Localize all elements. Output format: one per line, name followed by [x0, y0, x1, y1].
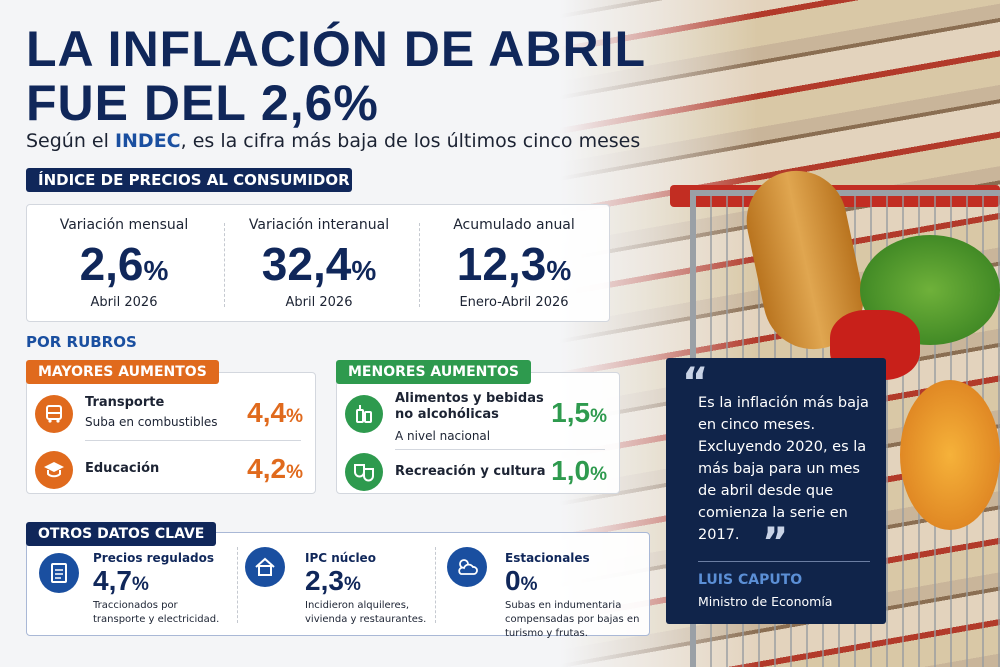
item-note: Incidieron alquileres, vivienda y restau…: [305, 600, 427, 625]
item-name: Alimentos y bebidas no alcohólicas: [395, 391, 544, 422]
unit: %: [131, 574, 149, 595]
item-note: A nivel nacional: [395, 429, 491, 443]
unit: %: [520, 574, 538, 595]
quote-text: Es la inflación más baja en cinco meses.…: [698, 395, 869, 543]
value: 0: [505, 565, 521, 596]
section-label: POR RUBROS: [26, 333, 137, 351]
quote-mark: ”: [762, 520, 789, 566]
quote-author: LUIS CAPUTO: [698, 572, 803, 588]
ipc-column: Acumulado anual 12,3% Enero-Abril 2026: [417, 205, 611, 323]
item-note: Traccionados por transporte y electricid…: [93, 600, 220, 625]
masks-icon: [345, 453, 383, 491]
subtitle-source: INDEC: [114, 130, 181, 152]
bottles-icon: [345, 395, 383, 433]
quote-box: “ Es la inflación más baja en cinco mese…: [666, 358, 886, 624]
item-note: Subas en indumentaria compensadas por ba…: [505, 600, 640, 639]
group-card: Transporte Suba en combustibles 4,4% Edu…: [26, 372, 316, 494]
unit: %: [343, 574, 361, 595]
group-card: Alimentos y bebidas no alcohólicas A niv…: [336, 372, 620, 494]
title: LA INFLACIÓN DE ABRIL: [26, 21, 647, 77]
item-value: 4,7%: [93, 565, 149, 597]
unit: %: [590, 464, 607, 485]
card-value: 12,3%: [417, 237, 611, 291]
subtitle-text: , es la cifra más baja de los últimos ci…: [180, 130, 641, 152]
item-value: 1,0%: [551, 455, 607, 487]
value: 32,4: [261, 238, 352, 290]
subtitle-text: Según el: [26, 130, 115, 152]
unit: %: [286, 406, 303, 427]
divider: [435, 547, 436, 623]
value: 1,5: [551, 397, 591, 428]
ipc-card: Variación mensual 2,6% Abril 2026 Variac…: [26, 204, 610, 322]
item-value: 0%: [505, 565, 537, 597]
value: 1,0: [551, 455, 591, 486]
card-value: 32,4%: [222, 237, 416, 291]
unit: %: [286, 462, 303, 483]
value: 4,2: [247, 453, 287, 484]
item-note: Suba en combustibles: [85, 415, 218, 429]
unit: %: [143, 255, 169, 286]
ipc-column: Variación interanual 32,4% Abril 2026: [222, 205, 416, 323]
group-label: MENORES AUMENTOS: [336, 360, 531, 384]
item-name: Recreación y cultura: [395, 464, 546, 479]
divider: [698, 561, 870, 562]
unit: %: [590, 406, 607, 427]
item-name: Educación: [85, 461, 160, 476]
item-value: 2,3%: [305, 565, 361, 597]
unit: %: [351, 255, 377, 286]
value: 4,7: [93, 565, 132, 596]
quote-role: Ministro de Economía: [698, 594, 833, 609]
fruit: [900, 380, 1000, 530]
section-label: ÍNDICE DE PRECIOS AL CONSUMIDOR: [26, 168, 352, 192]
card-title: Variación interanual: [248, 217, 390, 233]
card-title: Acumulado anual: [453, 217, 575, 233]
quote-mark: “: [682, 360, 709, 406]
other-card: Precios regulados 4,7% Traccionados por …: [26, 532, 650, 639]
unit: %: [546, 255, 572, 286]
value: 12,3: [456, 238, 547, 290]
bus-icon: [35, 395, 73, 433]
weather-icon: [447, 547, 487, 587]
divider: [85, 440, 301, 441]
value: 2,6: [79, 238, 144, 290]
item-name: Transporte: [85, 395, 165, 410]
card-period: Abril 2026: [90, 295, 158, 310]
value: 2,3: [305, 565, 344, 596]
document-icon: [39, 553, 79, 593]
item-value: 1,5%: [551, 397, 607, 429]
value: 4,4: [247, 397, 287, 428]
divider: [224, 223, 225, 307]
ipc-column: Variación mensual 2,6% Abril 2026: [27, 205, 221, 323]
item-name: Estacionales: [505, 551, 590, 565]
card-period: Enero-Abril 2026: [459, 295, 569, 310]
item-name: IPC núcleo: [305, 551, 376, 565]
card-title: Variación mensual: [59, 217, 189, 233]
divider: [419, 223, 420, 307]
item-name: Precios regulados: [93, 551, 215, 565]
item-value: 4,4%: [247, 397, 303, 429]
card-value: 2,6%: [27, 237, 221, 291]
group-label: MAYORES AUMENTOS: [26, 360, 219, 384]
house-icon: [245, 547, 285, 587]
item-value: 4,2%: [247, 453, 303, 485]
section-label: OTROS DATOS CLAVE: [26, 522, 217, 546]
card-period: Abril 2026: [285, 295, 353, 310]
cap-icon: [35, 451, 73, 489]
subtitle: Según el INDEC, es la cifra más baja de …: [26, 130, 640, 152]
divider: [237, 547, 238, 623]
divider: [395, 449, 605, 450]
title: FUE DEL 2,6%: [26, 75, 379, 131]
